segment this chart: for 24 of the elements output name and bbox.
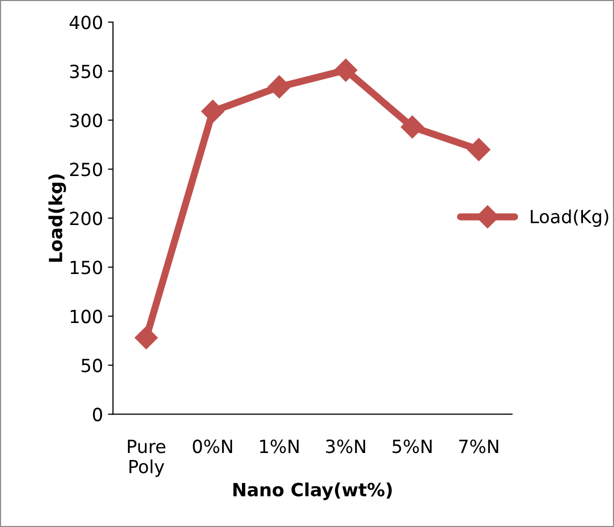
y-tick-label: 100 <box>70 310 102 324</box>
y-axis-title: Load(kg) <box>48 174 66 262</box>
x-tick-label: 5%N <box>392 440 432 454</box>
y-tick-label: 400 <box>70 16 102 30</box>
point <box>400 116 424 139</box>
x-tick-label: Pure Poly <box>128 440 166 477</box>
legend-label: Load(Kg) <box>530 209 608 227</box>
point <box>201 100 224 123</box>
y-tick-label: 200 <box>70 212 102 226</box>
point <box>268 75 291 98</box>
point <box>334 58 358 82</box>
y-tick-label: 350 <box>70 64 102 78</box>
y-tick-label: 250 <box>70 162 102 176</box>
y-tick-label: 300 <box>70 114 102 128</box>
y-tick-label: 150 <box>70 260 102 274</box>
x-axis-title: Nano Clay(wt%) <box>233 482 392 500</box>
x-tick-label: 3%N <box>326 440 366 454</box>
point <box>467 138 490 162</box>
y-tick-label: 0 <box>92 408 102 422</box>
x-tick-label: 7%N <box>459 440 498 454</box>
x-tick-label: 0%N <box>192 440 232 454</box>
y-tick-label: 50 <box>82 358 102 372</box>
x-tick-label: 1%N <box>260 440 299 454</box>
point <box>134 326 158 350</box>
